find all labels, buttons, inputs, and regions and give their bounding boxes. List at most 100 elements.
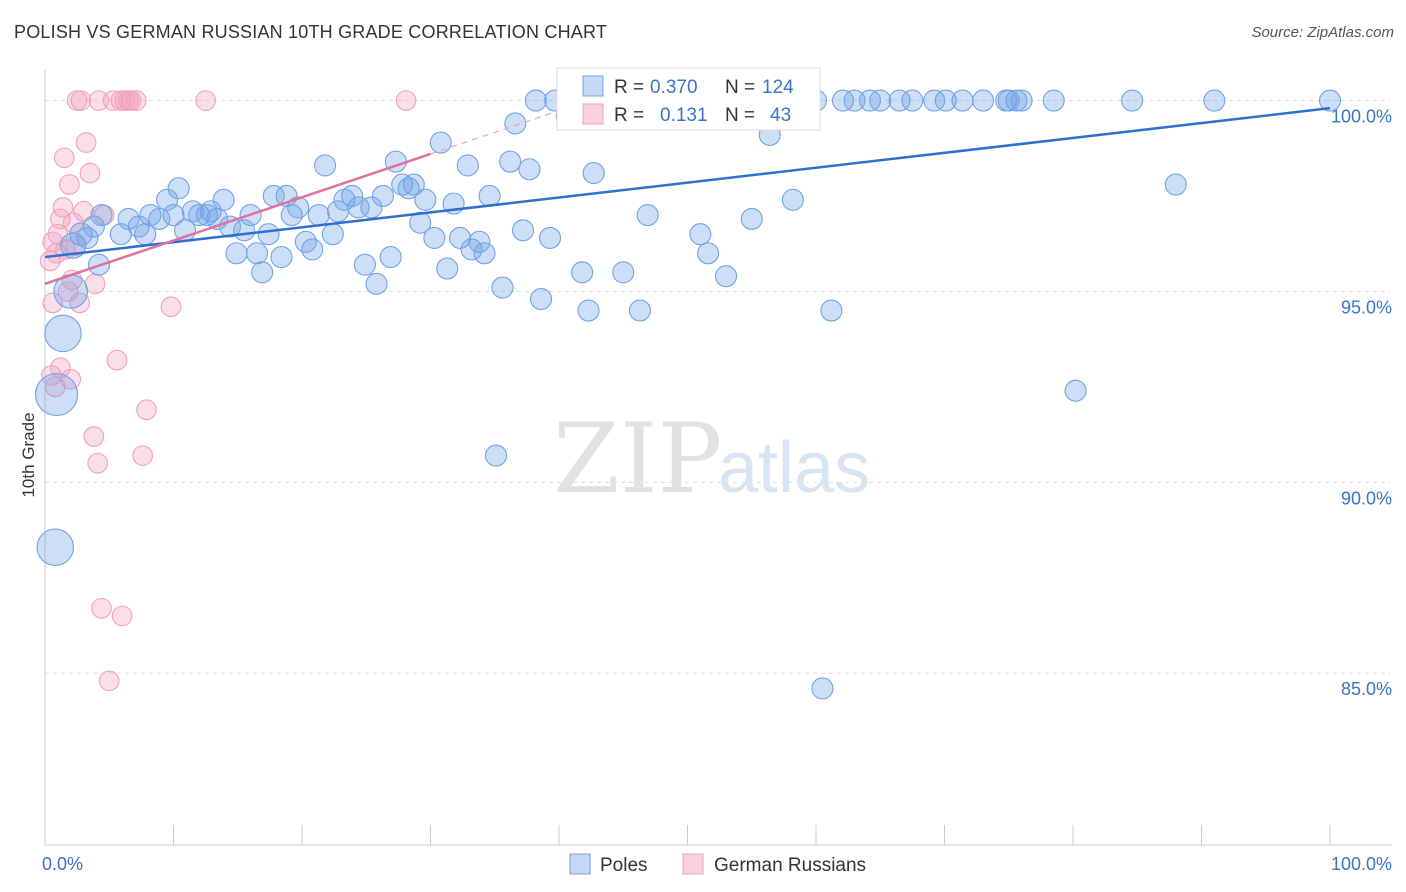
poles-point [341, 184, 364, 208]
poles-point [934, 89, 957, 112]
axes [44, 70, 1392, 846]
poles-point [820, 299, 843, 322]
legend-poles-swatch [569, 853, 591, 875]
poles-point [504, 112, 527, 135]
poles-point [740, 207, 763, 230]
poles-point [436, 257, 459, 280]
poles-point [997, 89, 1020, 112]
poles-point [1042, 89, 1065, 112]
watermark-atlas: atlas [718, 428, 870, 508]
poles-point [353, 253, 377, 276]
poles-point [251, 261, 274, 284]
y-tick-label-100: 100.0% [1331, 107, 1392, 127]
poles-point [347, 196, 370, 219]
poles-point [76, 226, 99, 250]
german-russians-point [132, 445, 154, 466]
german-russians-n-value: 43 [770, 105, 791, 126]
y-tick-label-90: 90.0% [1341, 488, 1392, 508]
gridlines [45, 100, 1390, 674]
poles-point [511, 219, 535, 242]
poles-point [225, 242, 248, 265]
poles-point [270, 246, 293, 269]
poles-point [307, 204, 330, 227]
poles-point [321, 223, 344, 246]
poles-point [1203, 89, 1226, 112]
german-russians-trend-extension [430, 110, 560, 155]
german-russians-points [39, 90, 417, 692]
poles-point [301, 238, 324, 261]
poles-point [831, 89, 855, 112]
german-russians-point [42, 231, 64, 253]
poles-point [423, 226, 446, 250]
x-tick-label-0: 0.0% [42, 854, 83, 874]
german-russians-point [83, 426, 105, 447]
legend-german-russians-label: German Russians [714, 855, 866, 876]
poles-point [371, 184, 395, 208]
poles-point [628, 299, 652, 322]
poles-point [409, 211, 432, 234]
german-russians-point [395, 90, 417, 111]
poles-point [36, 528, 75, 566]
y-axis-title: 10th Grade [19, 412, 38, 497]
poles-point [811, 677, 834, 700]
legend-german-russians-swatch [682, 853, 704, 875]
german-russians-r-value: 0.131 [660, 105, 708, 126]
poles-point [449, 226, 472, 250]
german-russians-point [70, 90, 92, 111]
poles-swatch [582, 75, 604, 97]
stats-legend: R = 0.370 N = 124 R = 0.131 N = 43 [556, 67, 821, 131]
poles-point [473, 242, 496, 265]
german-russians-r-label: R = [614, 105, 644, 126]
poles-point [212, 188, 235, 211]
watermark-zip: ZIP [553, 403, 722, 515]
poles-point [360, 196, 383, 219]
poles-point [499, 150, 522, 173]
poles-point [287, 196, 310, 219]
poles-point [843, 89, 866, 112]
german-russians-point [98, 670, 120, 692]
poles-point [365, 272, 388, 295]
poles-point [456, 154, 479, 177]
poles-point [888, 89, 911, 112]
y-tick-label-85: 85.0% [1341, 679, 1392, 699]
trend-lines [44, 106, 1331, 285]
poles-point [1064, 379, 1087, 402]
poles-point [1121, 89, 1144, 112]
poles-point [923, 89, 946, 112]
poles-point [538, 226, 562, 250]
german-russians-point [160, 296, 182, 318]
german-russians-point [73, 200, 94, 222]
german-russians-point [195, 90, 216, 111]
german-russians-point [125, 90, 147, 111]
poles-point [468, 230, 491, 253]
poles-point [218, 215, 242, 238]
poles-trend-line [44, 106, 1331, 259]
series-legend: Poles German Russians [569, 853, 866, 876]
poles-point [167, 177, 190, 200]
poles-point [379, 246, 402, 269]
chart-title: POLISH VS GERMAN RUSSIAN 10TH GRADE CORR… [14, 22, 608, 42]
poles-point [148, 207, 171, 230]
poles-n-value: 124 [762, 77, 794, 98]
poles-point [245, 242, 269, 265]
german-russians-point [75, 132, 97, 153]
german-russians-point [42, 292, 64, 314]
german-russians-trend-line [44, 152, 431, 285]
poles-point [314, 154, 337, 177]
german-russians-point [91, 597, 112, 619]
poles-point [697, 242, 720, 265]
poles-point [1164, 173, 1187, 196]
german-russians-point [106, 349, 128, 371]
poles-point [69, 222, 93, 246]
poles-point [257, 223, 280, 246]
poles-point [612, 261, 635, 284]
x-tick-label-100: 100.0% [1331, 854, 1392, 874]
poles-point [869, 89, 892, 112]
poles-point [1010, 89, 1033, 112]
poles-r-value: 0.370 [650, 77, 698, 98]
poles-point [781, 188, 804, 211]
poles-point [402, 173, 425, 196]
german-russians-point [120, 90, 142, 111]
german-russians-point [87, 452, 109, 474]
